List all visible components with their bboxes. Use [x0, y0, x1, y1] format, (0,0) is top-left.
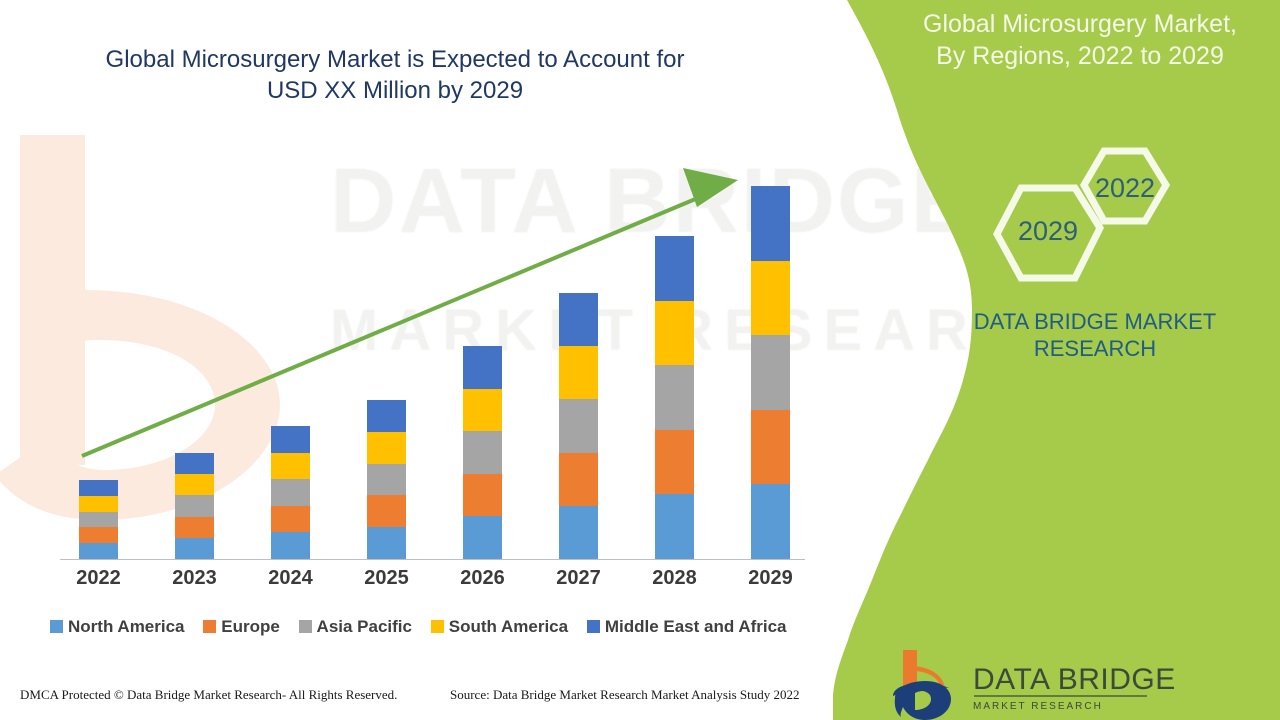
svg-text:DATA BRIDGE: DATA BRIDGE: [973, 663, 1176, 696]
svg-text:2022: 2022: [1095, 173, 1155, 203]
svg-text:MARKET RESEARCH: MARKET RESEARCH: [973, 701, 1103, 712]
svg-text:2029: 2029: [1018, 216, 1078, 246]
